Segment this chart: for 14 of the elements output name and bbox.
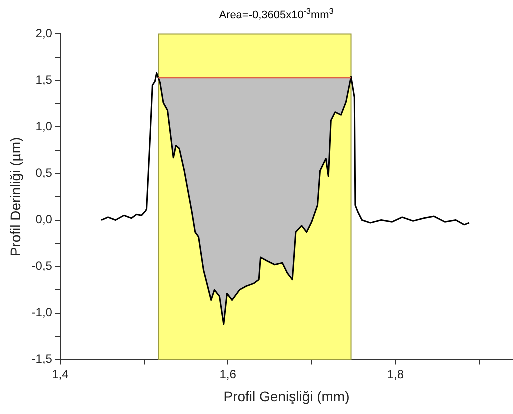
x-tick-label: 1,6 xyxy=(220,367,237,382)
y-tick-label: -1,0 xyxy=(32,306,53,320)
chart-title: Area=-0,3605x10$^{-3}$mm$^{3}$ xyxy=(218,6,335,24)
y-tick-label: 0,0 xyxy=(36,212,53,227)
y-tick-label: 1,5 xyxy=(36,73,53,88)
x-tick-label: 1,8 xyxy=(387,367,404,382)
x-axis-title: Profil Genişliği (mm) xyxy=(224,388,350,404)
y-tick-label: -0,5 xyxy=(32,259,53,274)
x-tick-label: 1,4 xyxy=(52,367,70,382)
y-axis-title: Profil Derinliği (µm) xyxy=(7,137,24,257)
y-tick-label: 0,5 xyxy=(36,166,53,180)
y-tick-label: -1,5 xyxy=(32,352,53,366)
y-tick-label: 1,0 xyxy=(36,120,53,134)
y-tick-label: 2,0 xyxy=(36,26,53,41)
